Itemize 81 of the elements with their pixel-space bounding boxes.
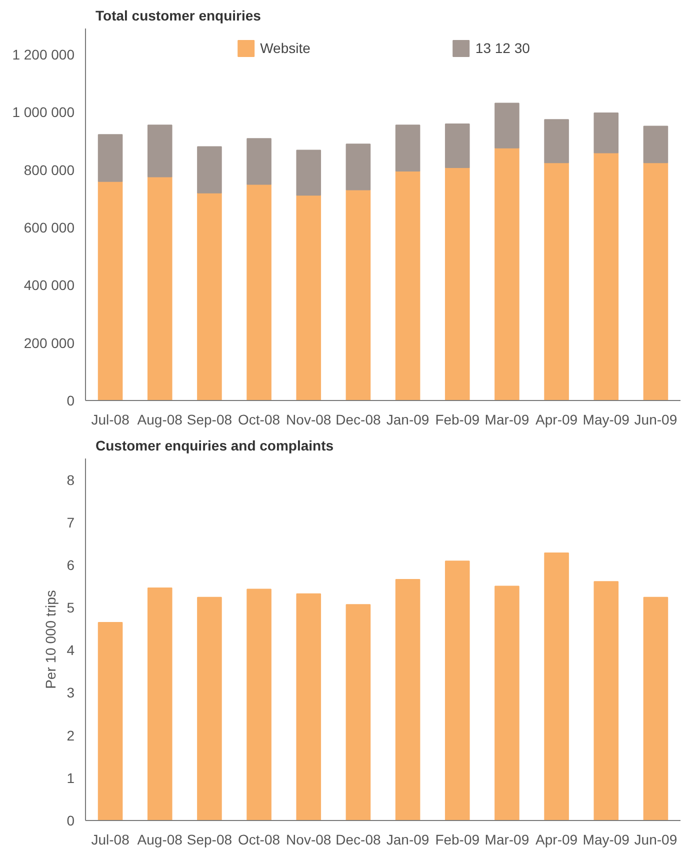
y-tick-label: 0	[66, 392, 75, 408]
bar	[147, 587, 172, 820]
x-tick-label: May-09	[582, 412, 630, 428]
legend-label: Website	[260, 40, 310, 56]
bar	[544, 119, 569, 164]
y-tick-label: 5	[66, 600, 75, 616]
bar	[246, 184, 272, 400]
legend-label: 13 12 30	[475, 40, 530, 56]
y-tick-label: 1 200 000	[12, 46, 75, 62]
bar	[197, 192, 222, 400]
bar	[594, 112, 619, 154]
bar	[98, 180, 123, 400]
y-tick-label: 1	[66, 770, 75, 786]
x-tick-label: Mar-09	[484, 412, 530, 428]
x-tick-label: Jul-08	[91, 832, 130, 848]
bar	[197, 596, 222, 820]
y-tick-label: 600 000	[24, 219, 75, 236]
bar	[346, 189, 371, 400]
bar	[494, 586, 520, 820]
x-tick-label: Mar-09	[484, 832, 530, 848]
x-tick-label: Apr-09	[536, 832, 578, 848]
chart-title: Customer enquiries and complaints	[96, 438, 334, 454]
bar	[98, 134, 123, 182]
x-tick-label: Feb-09	[435, 412, 480, 428]
x-tick-label: Jan-09	[386, 412, 430, 428]
y-tick-label: 7	[66, 514, 75, 530]
x-tick-label: Jul-08	[91, 412, 130, 428]
y-axis-title: Per 10 000 trips	[42, 590, 59, 689]
x-tick-label: Apr-09	[536, 412, 578, 428]
x-tick-label: Jan-09	[386, 832, 430, 848]
x-tick-label: Aug-08	[137, 412, 183, 428]
bar	[147, 176, 172, 400]
bar	[544, 552, 569, 820]
bar	[643, 126, 668, 164]
bar	[98, 622, 123, 820]
x-tick-label: Sep-08	[186, 832, 232, 848]
bar	[444, 166, 470, 400]
y-tick-label: 800 000	[24, 162, 75, 178]
bar	[346, 604, 371, 820]
bar	[395, 124, 420, 172]
bar	[246, 588, 272, 820]
y-tick-label: 400 000	[24, 277, 75, 294]
bar	[444, 123, 470, 168]
x-tick-label: Jun-09	[634, 412, 678, 428]
y-tick-label: 200 000	[24, 334, 75, 351]
bar	[494, 102, 520, 148]
x-tick-label: Dec-08	[336, 832, 381, 848]
bar	[296, 150, 322, 196]
bar	[296, 194, 322, 400]
x-tick-label: Jun-09	[634, 832, 678, 848]
chart-title: Total customer enquiries	[96, 8, 262, 24]
bar	[147, 124, 172, 178]
y-tick-label: 0	[66, 812, 75, 828]
bar	[197, 146, 222, 194]
x-tick-label: Oct-08	[238, 832, 280, 848]
bar	[346, 144, 371, 190]
bar	[395, 578, 420, 820]
bar	[444, 560, 470, 820]
x-tick-label: Feb-09	[435, 832, 480, 848]
bar	[643, 596, 668, 820]
bar	[246, 138, 272, 185]
x-tick-label: May-09	[582, 832, 630, 848]
bar	[296, 593, 322, 820]
y-tick-label: 8	[66, 472, 75, 488]
x-tick-label: Nov-08	[286, 412, 332, 428]
y-tick-label: 1 000 000	[12, 104, 75, 120]
bar	[544, 162, 569, 400]
y-tick-label: 4	[66, 642, 75, 658]
x-tick-label: Sep-08	[186, 412, 232, 428]
bar	[494, 147, 520, 400]
x-tick-label: Nov-08	[286, 832, 332, 848]
bar	[395, 170, 420, 400]
bar	[594, 581, 619, 820]
x-tick-label: Oct-08	[238, 412, 280, 428]
y-tick-label: 3	[66, 684, 75, 701]
bar	[643, 162, 668, 400]
x-tick-label: Dec-08	[336, 412, 381, 428]
y-tick-label: 2	[66, 727, 75, 744]
bar	[594, 152, 619, 400]
y-tick-label: 6	[66, 556, 75, 573]
x-tick-label: Aug-08	[137, 832, 183, 848]
